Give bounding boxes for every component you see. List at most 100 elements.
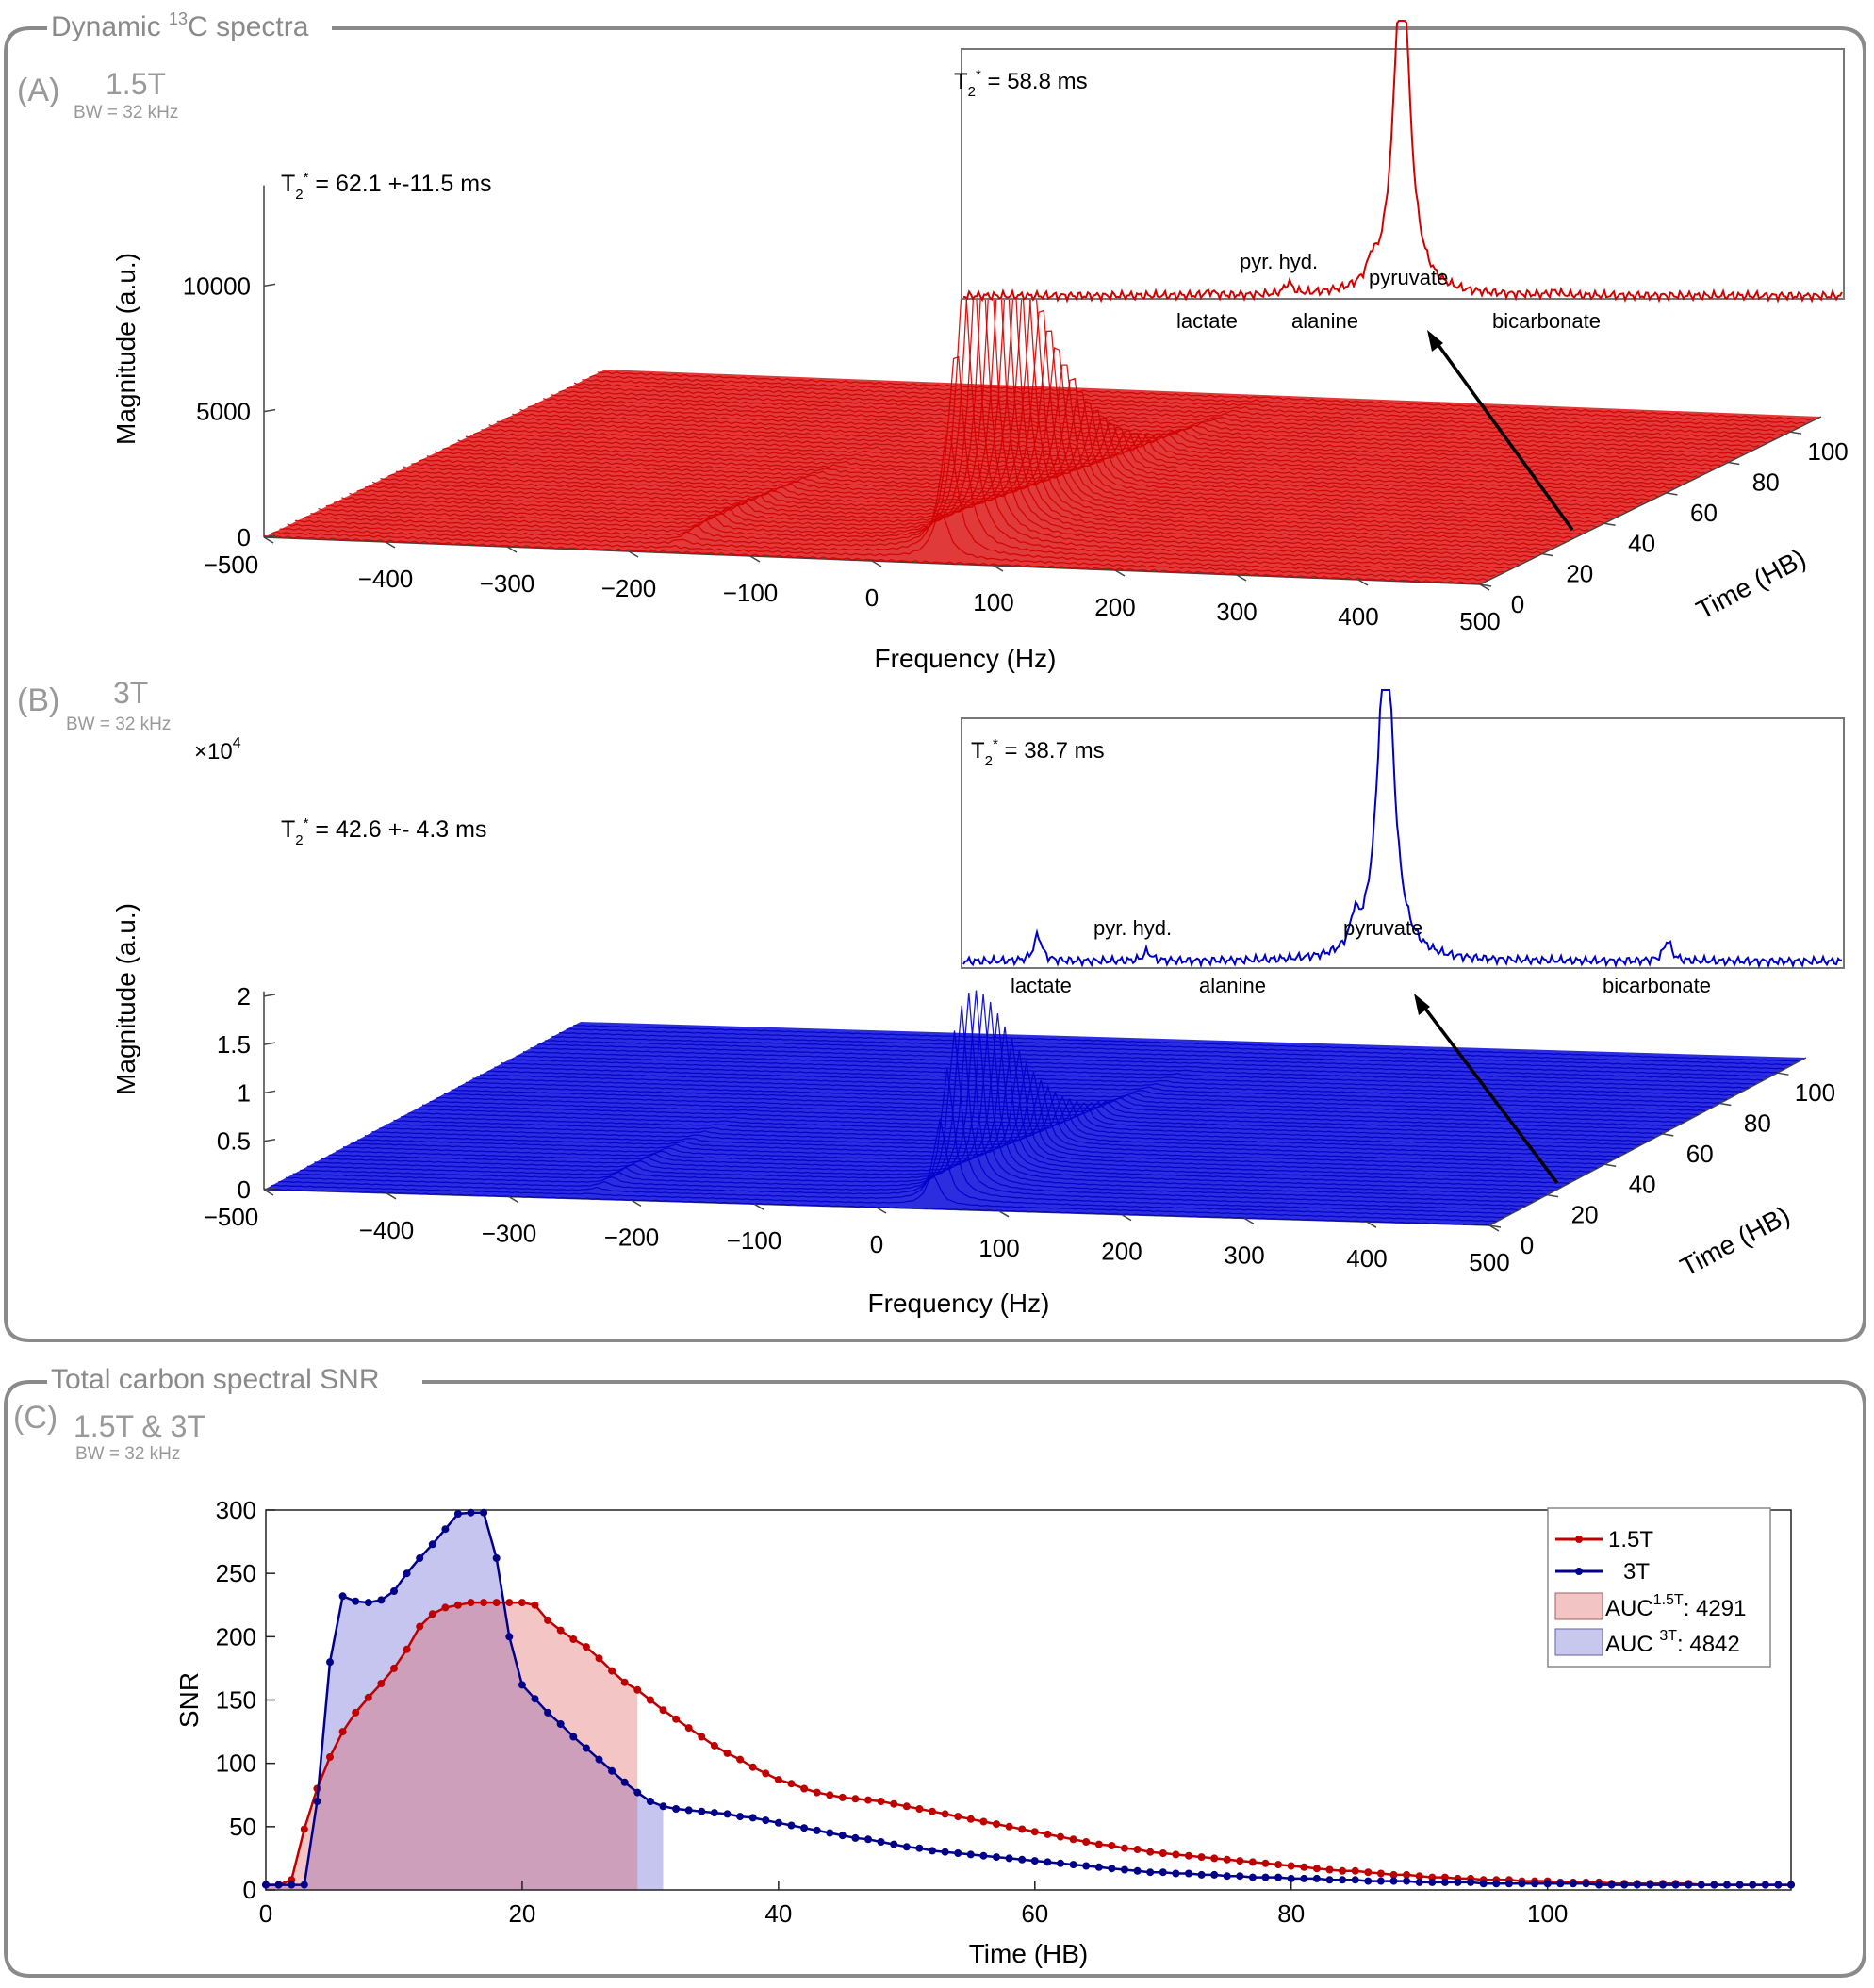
series-point-3T-10 [390,1587,398,1595]
series-point-1.5T-16 [467,1599,475,1607]
panel-b-spectrum-line-32 [494,1066,1720,1105]
panel-a-frequency-tick-3 [628,550,639,558]
series-point-3T-117 [1761,1881,1769,1889]
series-point-3T-111 [1685,1881,1693,1889]
series-point-1.5T-53 [941,1810,949,1818]
y-tick-label-1: 50 [229,1813,256,1841]
panel-b-spectrum-line-2 [278,1118,1504,1219]
panel-a-frequency-tick-label-1: −400 [358,565,414,593]
panel-b-time-tick-label-3: 60 [1686,1140,1714,1168]
series-point-3T-31 [659,1802,667,1811]
panel-b-spectrum-line-7 [314,990,1540,1199]
series-point-1.5T-54 [954,1813,962,1821]
series-point-1.5T-59 [1018,1825,1027,1833]
panel-b-inset-label-pyr-hyd: pyr. hyd. [1093,916,1172,940]
panel-a-inset-label-lactate: lactate [1176,309,1238,333]
series-point-3T-93 [1454,1878,1462,1886]
panel-b-time-tick-label-0: 0 [1521,1231,1534,1259]
series-point-1.5T-63 [1069,1835,1077,1844]
series-point-3T-59 [1018,1855,1027,1864]
series-point-3T-28 [620,1778,629,1786]
panel-a-spectrum-line-25 [457,429,1674,490]
series-point-3T-44 [826,1829,834,1837]
series-point-3T-34 [698,1807,706,1815]
legend-swatch-auc-1.5t [1554,1592,1603,1620]
panel-a-spectrum-line-3 [287,355,1504,574]
y-tick-label-5: 250 [216,1559,256,1587]
series-point-1.5T-68 [1133,1846,1142,1853]
series-point-3T-102 [1569,1880,1577,1888]
series-point-1.5T-86 [1364,1868,1373,1877]
series-point-3T-18 [492,1554,501,1562]
panel-a-time-tick-label-3: 60 [1690,499,1718,527]
panel-a-frequency-axis-title: Frequency (Hz) [875,644,1057,673]
panel-a-magnitude-tick-label-1: 5000 [196,398,251,426]
panel-b-spectrum-line-5 [300,1005,1526,1208]
panel-b-frequency-tick-1 [386,1192,397,1200]
panel-b-spectrum-line-42 [566,1027,1792,1066]
series-point-1.5T-85 [1351,1866,1359,1875]
series-point-3T-6 [338,1592,347,1601]
panel-b-spectrum-line-34 [508,1059,1734,1097]
series-point-3T-50 [902,1843,911,1851]
series-point-3T-17 [480,1508,488,1517]
panel-b-spectrum-line-35 [516,1055,1742,1093]
series-point-1.5T-56 [979,1817,988,1826]
panel-b-magnitude-axis-title: Magnitude (a.u.) [111,903,140,1095]
series-point-3T-87 [1376,1877,1385,1885]
panel-a-spectra [263,207,1815,585]
series-point-3T-96 [1492,1880,1501,1888]
panel-b-frequency-tick-label-5: 0 [870,1230,883,1258]
series-point-3T-82 [1312,1874,1321,1882]
series-point-3T-62 [1057,1859,1064,1867]
spectra-group-frame [4,26,1866,1342]
series-point-1.5T-37 [736,1755,745,1764]
series-point-3T-45 [838,1832,847,1840]
series-point-1.5T-62 [1057,1832,1064,1841]
panel-a-spectrum-line-39 [566,386,1784,436]
panel-b-magnitude-tick-1 [263,1138,276,1142]
series-point-1.5T-26 [595,1654,603,1663]
panel-a-spectrum-line-7 [318,207,1535,558]
series-point-1.5T-90 [1415,1872,1423,1881]
series-point-3T-52 [929,1847,936,1855]
snr-group-title: Total carbon spectral SNR [51,1364,380,1395]
panel-a-spectrum-line-13 [364,288,1582,535]
panel-b-spectrum-line-36 [522,1051,1749,1089]
series-point-3T-25 [582,1744,590,1752]
panel-a-inset: T2* = 58.8 ms pyr. hyd. pyruvate lactate… [954,20,1845,333]
panel-a-magnitude-tick-1 [263,408,276,413]
series-point-3T-105 [1607,1881,1616,1889]
series-point-1.5T-88 [1389,1870,1398,1879]
panel-b-time-tick-4 [1719,1102,1732,1107]
series-point-1.5T-64 [1082,1838,1091,1846]
series-point-1.5T-30 [646,1696,654,1704]
series-point-3T-80 [1287,1874,1295,1882]
panel-a-magnitude-tick-label-0: 0 [238,523,251,551]
legend-label-auc-1.5t: AUC1.5T: 4291 [1605,1592,1746,1621]
panel-a-spectrum-line-1 [271,512,1488,582]
panel-b-time-tick-1 [1546,1193,1559,1198]
panel-a-frequency-tick-label-0: −500 [204,550,259,579]
series-point-3T-94 [1467,1878,1475,1886]
panel-b-spectrum-line-41 [559,1032,1785,1070]
series-point-3T-56 [979,1851,988,1860]
panel-b-spectrum-line-26 [451,1089,1677,1127]
series-point-1.5T-44 [826,1791,834,1799]
panel-b-frequency-tick-label-6: 100 [978,1234,1019,1262]
panel-a-time-axis [1479,416,1822,585]
series-point-3T-63 [1069,1861,1077,1869]
panel-b-spectrum-line-3 [285,1068,1511,1215]
series-point-1.5T-18 [492,1599,501,1607]
panel-b-frequency-tick-label-4: −100 [727,1226,782,1255]
x-tick-label-0: 0 [259,1899,272,1928]
panel-b-frequency-tick-label-10: 500 [1469,1248,1509,1276]
series-point-1.5T-75 [1223,1855,1231,1864]
panel-a-bw: BW = 32 kHz [74,103,178,123]
series-point-3T-91 [1428,1878,1437,1886]
series-point-1.5T-47 [864,1796,872,1804]
snr-legend: 1.5T 3T AUC1.5T: 4291 AUC 3T: 4842 [1547,1507,1771,1668]
y-tick-label-2: 100 [216,1750,256,1778]
series-point-3T-101 [1556,1880,1565,1888]
